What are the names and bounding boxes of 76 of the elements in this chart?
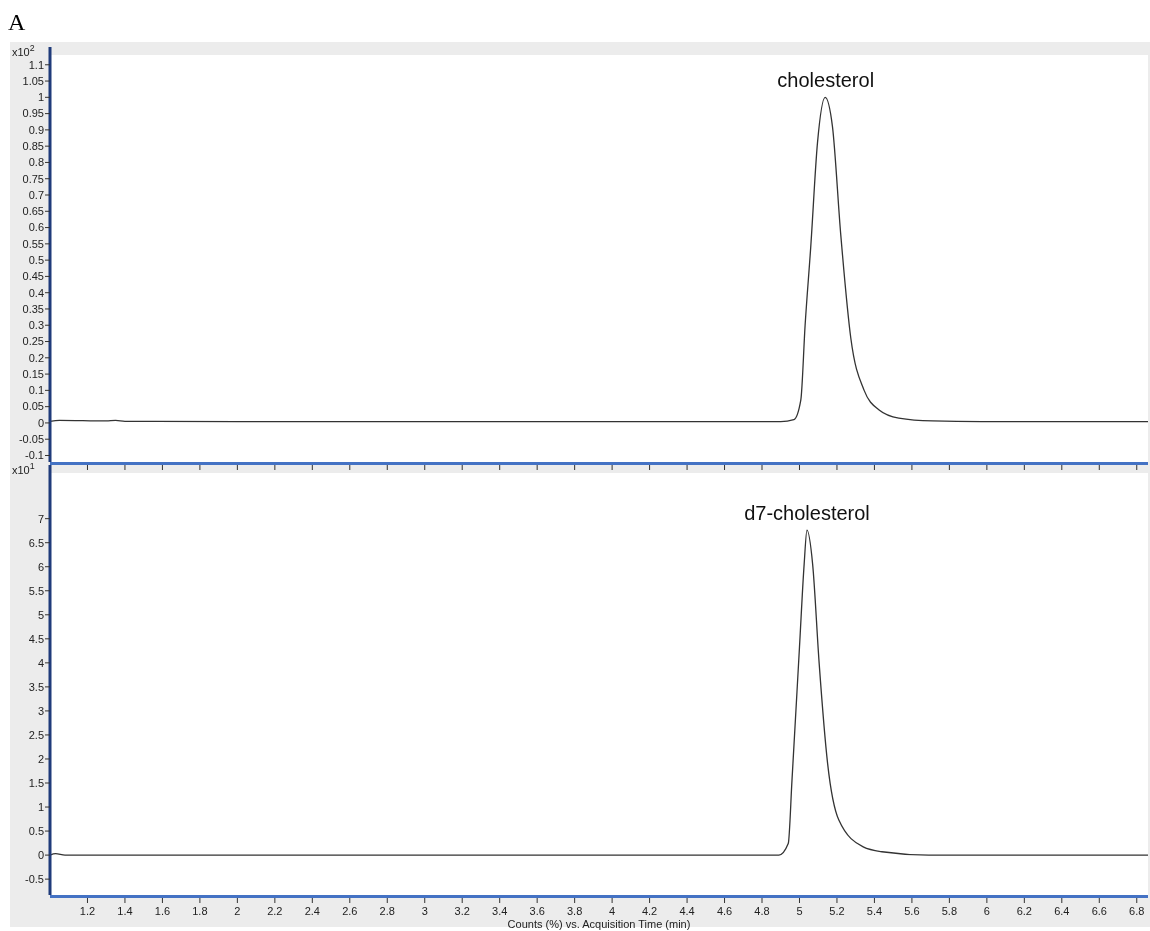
- y-tick-label: 0.1: [28, 384, 44, 397]
- y-tick-label: 5.5: [28, 584, 44, 597]
- x-tick-label: 2.4: [304, 905, 320, 917]
- y-tick-label: 7: [37, 512, 44, 525]
- y-tick-label: 1: [37, 91, 44, 104]
- y-tick-label: -0.5: [25, 872, 44, 885]
- y-tick-label: 5: [37, 608, 44, 621]
- x-tick-label: 3.2: [454, 905, 470, 917]
- y-tick-label: 0.5: [28, 253, 44, 266]
- y-tick-label: 0.65: [22, 205, 44, 218]
- x-tick-label: 6: [983, 905, 990, 917]
- y-tick-label: 0.25: [22, 335, 44, 348]
- x-tick-label: 4.4: [679, 905, 695, 917]
- x-tick-label: 4: [609, 905, 616, 917]
- x-tick-label: 5.6: [904, 905, 920, 917]
- x-tick-label: 3.6: [529, 905, 545, 917]
- y-tick-label: 6.5: [28, 536, 44, 549]
- y-tick-label: 0.85: [22, 140, 44, 153]
- x-tick-label: 5.8: [941, 905, 958, 917]
- x-tick-label: 2.8: [379, 905, 395, 917]
- y-tick-label: 0: [37, 416, 44, 429]
- annotation: cholesterol: [777, 69, 875, 92]
- x-tick-label: 6.2: [1016, 905, 1032, 917]
- y-tick-label: -0.05: [18, 433, 44, 446]
- y-tick-label: 6: [37, 560, 44, 573]
- chart-title: A: [8, 9, 26, 35]
- x-axis-title: Counts (%) vs. Acquisition Time (min): [507, 918, 691, 930]
- x-tick-label: 3.4: [492, 905, 508, 917]
- x-tick-label: 5.2: [829, 905, 845, 917]
- y-axis-title: x10$^{2}$: [12, 43, 35, 58]
- x-tick-label: 1.2: [79, 905, 96, 917]
- y-tick-label: 0.95: [22, 107, 44, 120]
- y-tick-label: 3: [37, 704, 44, 717]
- x-tick-label: 4.2: [641, 905, 658, 917]
- y-tick-label: 1.1: [28, 58, 44, 71]
- x-tick-label: 1.4: [117, 905, 133, 917]
- y-tick-label: 2.5: [28, 728, 44, 741]
- y-tick-label: 4: [37, 656, 44, 669]
- x-tick-label: 3: [421, 905, 428, 917]
- y-tick-label: 0.45: [22, 270, 44, 283]
- y-tick-label: 0.55: [22, 237, 44, 250]
- y-tick-label: 0.15: [22, 367, 44, 380]
- y-tick-label: 0.3: [28, 319, 44, 332]
- y-tick-label: 0.8: [28, 156, 44, 169]
- x-tick-label: 4.6: [716, 905, 733, 917]
- y-tick-label: 0.35: [22, 302, 44, 315]
- x-tick-label: 5: [796, 905, 803, 917]
- x-tick-label: 2: [234, 905, 241, 917]
- x-tick-label: 2.6: [342, 905, 358, 917]
- y-tick-label: 1.5: [28, 776, 44, 789]
- y-tick-label: 4.5: [28, 632, 44, 645]
- y-tick-label: 0.6: [28, 221, 44, 234]
- x-tick-label: 6.8: [1129, 905, 1145, 917]
- y-tick-label: 3.5: [28, 680, 44, 693]
- x-tick-label: 1.8: [192, 905, 208, 917]
- y-tick-label: 1.05: [22, 74, 44, 87]
- y-tick-label: -0.1: [25, 449, 44, 462]
- y-axis-title: x10$^{1}$: [12, 461, 35, 476]
- x-tick-label: 6.4: [1054, 905, 1070, 917]
- x-tick-label: 3.8: [566, 905, 583, 917]
- y-tick-label: 0.5: [28, 824, 44, 837]
- y-tick-label: 0.4: [28, 286, 44, 299]
- y-tick-label: 2: [37, 752, 44, 765]
- y-tick-label: 0.2: [28, 351, 44, 364]
- y-tick-label: 0.9: [28, 123, 44, 136]
- x-tick-label: 5.4: [866, 905, 883, 917]
- y-tick-label: 0.75: [22, 172, 44, 185]
- y-tick-label: 1: [37, 800, 44, 813]
- x-tick-label: 6.6: [1091, 905, 1107, 917]
- y-tick-label: 0: [37, 848, 44, 861]
- y-tick-label: 0.05: [22, 400, 44, 413]
- annotation: d7-cholesterol: [744, 502, 870, 525]
- x-tick-label: 2.2: [267, 905, 283, 917]
- y-tick-label: 0.7: [28, 188, 44, 201]
- x-tick-label: 1.6: [154, 905, 171, 917]
- x-tick-label: 4.8: [754, 905, 770, 917]
